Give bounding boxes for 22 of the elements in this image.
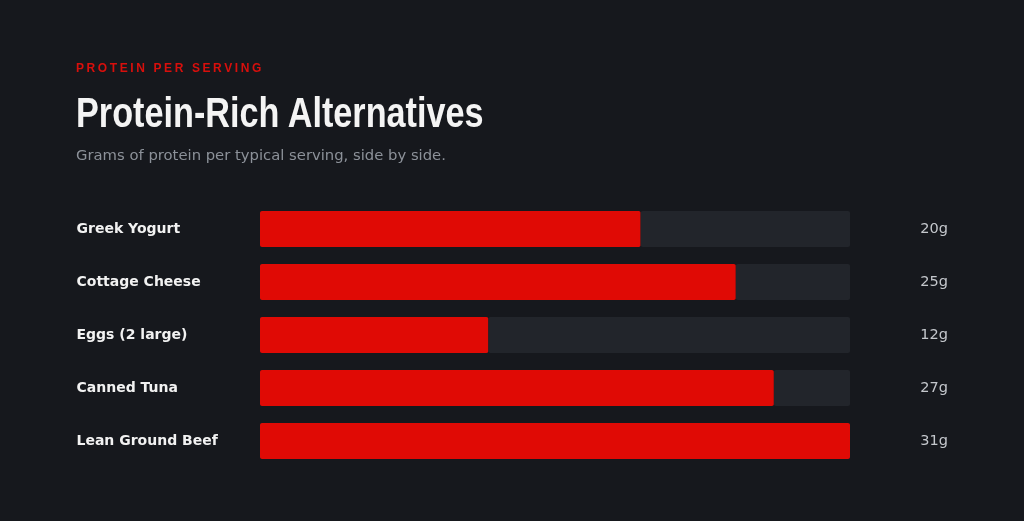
y-tick-label: Eggs (2 large): [76, 326, 188, 342]
data-label: 31g: [920, 432, 948, 448]
chart-subtitle: Grams of protein per typical serving, side by side.: [76, 146, 446, 163]
y-tick-label: Greek Yogurt: [76, 220, 181, 236]
text: PROTEIN PER SERVING: [76, 61, 264, 75]
y-tick-label: Lean Ground Beef: [76, 432, 219, 448]
bar: [773, 370, 850, 406]
bar: [260, 370, 774, 406]
bar: [260, 423, 850, 459]
data-label: 20g: [920, 220, 948, 236]
data-label: 25g: [920, 273, 948, 289]
data-label: 27g: [920, 379, 948, 395]
data-label: 12g: [920, 326, 948, 342]
y-tick-label: Canned Tuna: [76, 379, 178, 395]
bar: [260, 211, 641, 247]
bar: [260, 317, 489, 353]
bar: [260, 264, 736, 300]
bar: [640, 211, 850, 247]
bar: [488, 317, 850, 353]
bar: [735, 264, 850, 300]
chart-title: Protein-Rich Alternatives: [76, 89, 484, 136]
y-tick-label: Cottage Cheese: [76, 273, 201, 289]
